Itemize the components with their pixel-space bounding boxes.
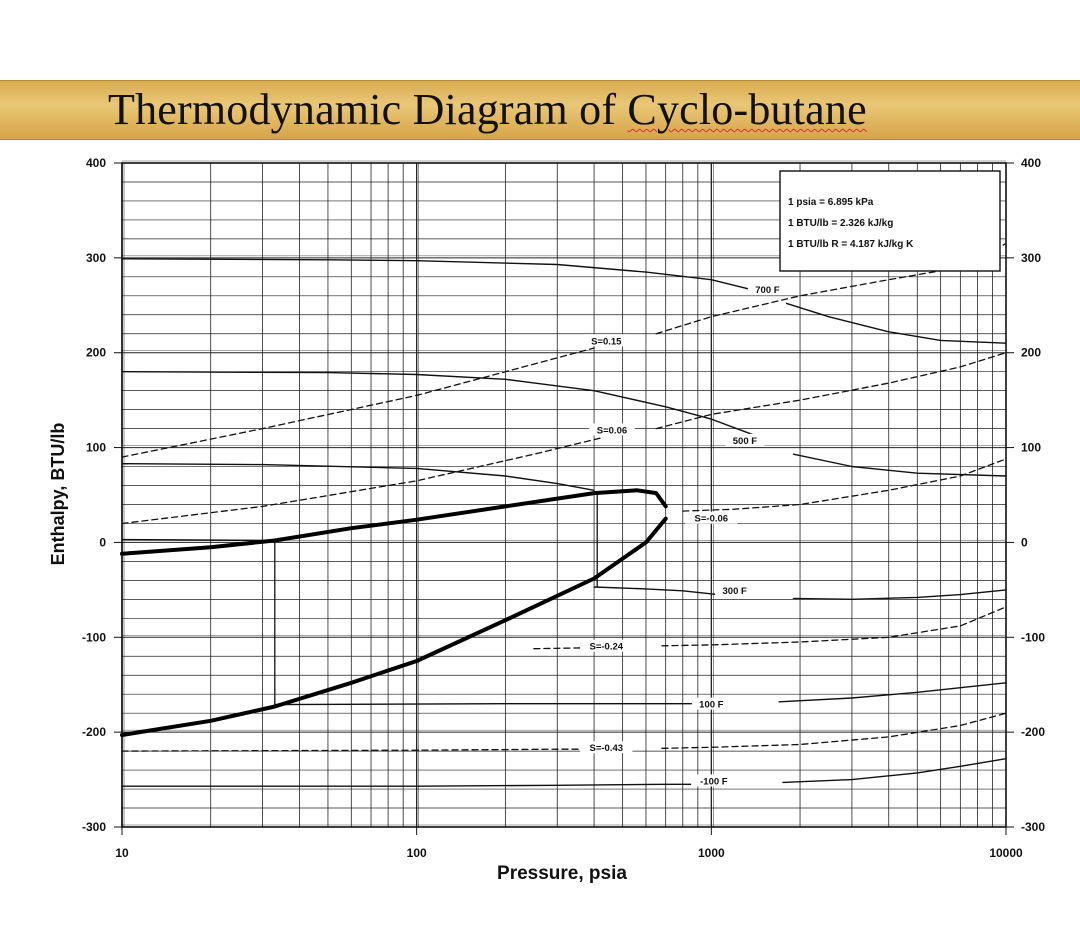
isotherm-label-bg [691,697,731,710]
y-tick-label: 200 [86,346,106,360]
isotherm-line [782,758,1007,784]
x-tick-label: 1000 [698,846,725,860]
isotherm-label: 100 F [699,700,723,711]
isotherm-line [121,538,276,542]
title-banner [0,80,1080,140]
isotherm-label: 300 F [723,586,747,597]
page-title: Thermodynamic Diagram of Cyclo-butane [108,84,867,135]
isotherm-line [121,783,706,787]
plot-frame [121,162,1007,828]
title-suffix: Cyclo-butane [627,85,867,134]
isotherm-line [121,258,751,290]
isotherm-label: 700 F [755,285,779,296]
isentrope-line [121,437,601,525]
isotherm-line [785,302,1007,344]
isotherm-label: 500 F [733,436,757,447]
isentrope-line [121,748,595,752]
conversion-line-3: 1 BTU/lb R = 4.187 kJ/kg K [788,239,914,250]
y-tick-label: 400 [86,156,106,170]
isotherm-label: -100 F [700,776,728,787]
y-tick-label: -100 [82,630,106,644]
isotherm-line [792,589,1007,600]
series-labels: 700 F 500 F 300 F 100 F -100 F S=0.15 S=0.06 S=… [580,283,787,787]
isentrope-line [655,352,1007,430]
isentrope-label: S=0.15 [591,336,622,347]
y-tick-label: -200 [82,725,106,739]
conversion-box-frame [779,170,1001,272]
y-tick-label-right: 100 [1021,441,1041,455]
isotherm-line [121,371,756,436]
isentrope-line [121,347,595,458]
isentrope-label-bg [685,511,738,524]
saturated-vapor-line [120,488,668,556]
y-tick-label-right: -300 [1021,820,1045,834]
y-tick-label-right: -100 [1021,630,1045,644]
isentrope-label-bg [583,334,630,347]
isotherm-line [121,463,595,491]
isotherm-line [778,682,1007,703]
y-tick-label: 300 [86,251,106,265]
isentrope-line [682,458,1007,512]
isentrope-label-bg [589,423,635,436]
y-tick-label-right: 0 [1021,535,1028,549]
isotherm-label-bg [747,283,787,296]
isotherm-line [593,586,719,596]
y-tick-label: 100 [86,441,106,455]
conversion-line-2: 1 BTU/lb = 2.326 kJ/kg [788,218,893,229]
isentrope-label: S=-0.43 [589,743,623,754]
isentrope-label-bg [580,639,633,652]
y-tick-label-right: 200 [1021,346,1041,360]
y-axis-label: Enthalpy, BTU/lb [48,423,68,566]
isentrope-label: S=-0.24 [589,642,623,653]
x-axis-label: Pressure, psia [497,863,627,884]
isentrope-line [661,712,1007,749]
x-tick-label: 100 [407,846,427,860]
isotherm-label-bg [715,583,755,596]
grid [121,160,1006,828]
isentrope-label: S=-0.06 [695,514,729,525]
x-tick-label: 10000 [989,846,1023,860]
y-tick-label-right: -200 [1021,725,1045,739]
y-tick-label-right: 300 [1021,251,1041,265]
saturated-liquid-line [120,516,668,737]
series-layer [120,242,1007,787]
conversion-line-1: 1 psia = 6.895 kPa [788,197,874,208]
isotherm-label-bg [725,433,765,446]
isotherm-line [792,453,1007,477]
isentrope-line [661,606,1007,647]
isentrope-label-bg [580,741,633,754]
isentrope-label: S=0.06 [597,425,627,436]
x-tick-label: 10 [115,846,129,860]
title-prefix: Thermodynamic Diagram of [108,85,628,134]
isotherm-line [274,703,706,706]
y-tick-label: 0 [99,535,106,549]
y-tick-label-right: 400 [1021,156,1041,170]
y-tick-label: -300 [82,820,106,834]
isotherm-label-bg [691,774,737,787]
conversion-box: 1 psia = 6.895 kPa 1 BTU/lb = 2.326 kJ/k… [779,170,1001,272]
